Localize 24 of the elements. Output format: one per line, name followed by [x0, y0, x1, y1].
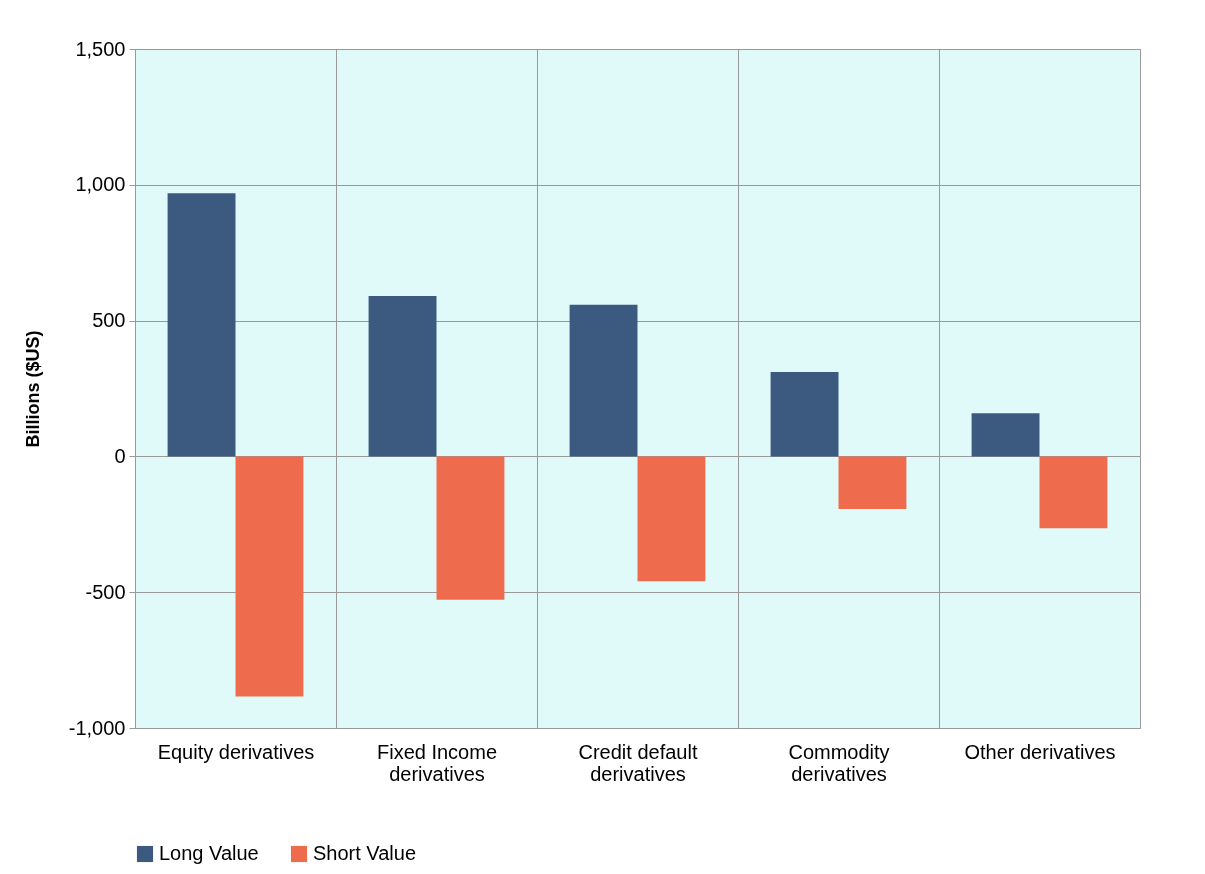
y-axis-title: Billions ($US) — [22, 330, 43, 448]
bar — [235, 456, 304, 697]
bar — [368, 295, 437, 457]
x-tick-label: Fixed Income derivatives — [376, 740, 498, 785]
bar — [569, 304, 638, 457]
bar — [770, 371, 839, 457]
legend-label: Short Value — [313, 842, 417, 864]
y-tick-label: 500 — [92, 309, 126, 332]
bar — [167, 193, 236, 457]
bar — [637, 456, 706, 582]
y-tick-label: -1,000 — [68, 716, 126, 739]
y-tick-label: -500 — [85, 580, 126, 603]
bar — [971, 413, 1040, 457]
y-tick-label: 1,500 — [75, 37, 126, 60]
x-tick-label: Credit default derivatives — [578, 740, 698, 785]
bar — [1039, 456, 1108, 529]
y-tick-label: 0 — [114, 444, 126, 467]
legend-label: Long Value — [159, 842, 259, 864]
x-tick-label: Other derivatives — [964, 740, 1116, 763]
bar — [436, 456, 505, 600]
y-tick-label: 1,000 — [75, 173, 126, 196]
x-tick-label: Equity derivatives — [157, 740, 315, 763]
bar — [838, 456, 907, 510]
x-tick-label: Commodity derivatives — [788, 740, 890, 785]
